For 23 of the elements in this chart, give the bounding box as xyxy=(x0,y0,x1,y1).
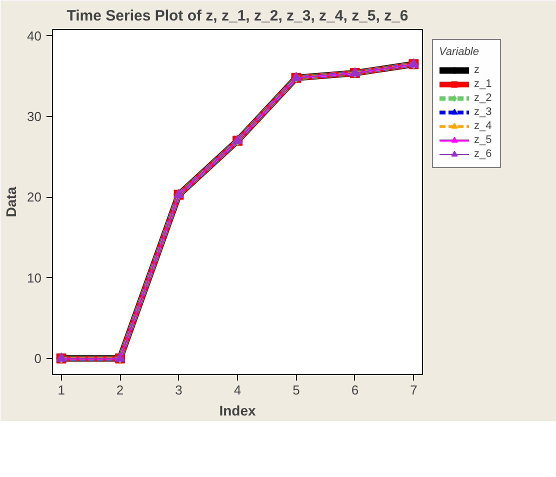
legend-title: Variable xyxy=(439,46,480,58)
y-tick-label: 40 xyxy=(27,28,42,44)
x-tick-label: 6 xyxy=(351,382,359,398)
legend-label: z_3 xyxy=(474,105,493,119)
x-tick-label: 3 xyxy=(175,382,182,398)
x-axis-title: Index xyxy=(219,402,256,418)
y-tick-label: 0 xyxy=(34,350,42,366)
legend-label: z xyxy=(474,63,480,77)
y-tick-label: 10 xyxy=(27,270,42,286)
chart-title: Time Series Plot of z, z_1, z_2, z_3, z_4, z_5, z_6 xyxy=(66,8,408,24)
x-tick-label: 2 xyxy=(116,382,124,398)
legend-label: z_5 xyxy=(474,133,493,147)
y-tick-label: 30 xyxy=(27,109,42,124)
x-tick-label: 5 xyxy=(292,382,300,398)
legend-label: z_1 xyxy=(474,77,493,91)
y-tick-label: 20 xyxy=(27,190,42,205)
x-tick-label: 4 xyxy=(234,382,242,398)
legend-label: z_2 xyxy=(474,91,493,105)
legend-label: z_4 xyxy=(474,119,493,133)
x-tick-label: 7 xyxy=(410,382,418,398)
x-tick-label: 1 xyxy=(58,382,65,398)
legend-label: z_6 xyxy=(474,147,493,161)
y-axis-title: Data xyxy=(3,186,20,218)
